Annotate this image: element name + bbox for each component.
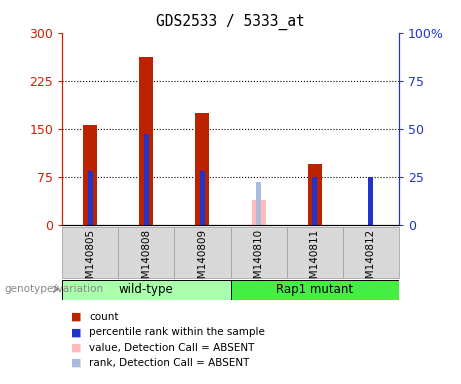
Bar xyxy=(139,57,154,225)
Bar xyxy=(313,177,317,225)
Text: GSM140812: GSM140812 xyxy=(366,229,376,292)
Text: ■: ■ xyxy=(71,312,82,322)
Bar xyxy=(83,126,97,225)
Text: GSM140811: GSM140811 xyxy=(310,229,319,292)
Bar xyxy=(307,164,322,225)
Text: GSM140809: GSM140809 xyxy=(197,229,207,292)
Bar xyxy=(200,171,205,225)
Bar xyxy=(118,227,174,278)
Bar xyxy=(62,280,230,300)
Bar xyxy=(230,227,287,278)
Bar xyxy=(144,134,148,225)
Bar xyxy=(88,171,93,225)
Text: ■: ■ xyxy=(71,327,82,337)
Text: GSM140808: GSM140808 xyxy=(142,229,151,292)
Text: GSM140805: GSM140805 xyxy=(85,229,95,292)
Text: count: count xyxy=(89,312,118,322)
Text: rank, Detection Call = ABSENT: rank, Detection Call = ABSENT xyxy=(89,358,249,368)
Text: ■: ■ xyxy=(71,358,82,368)
Text: value, Detection Call = ABSENT: value, Detection Call = ABSENT xyxy=(89,343,254,353)
Text: Rap1 mutant: Rap1 mutant xyxy=(276,283,353,296)
Bar xyxy=(368,177,373,225)
Text: GSM140810: GSM140810 xyxy=(254,229,264,292)
Bar xyxy=(174,227,230,278)
Text: ■: ■ xyxy=(71,343,82,353)
Bar xyxy=(287,227,343,278)
Text: genotype/variation: genotype/variation xyxy=(5,284,104,294)
Bar xyxy=(252,200,266,225)
Bar xyxy=(256,182,261,225)
Text: percentile rank within the sample: percentile rank within the sample xyxy=(89,327,265,337)
Text: GDS2533 / 5333_at: GDS2533 / 5333_at xyxy=(156,13,305,30)
Bar xyxy=(343,227,399,278)
Bar xyxy=(62,227,118,278)
Text: wild-type: wild-type xyxy=(119,283,174,296)
Bar xyxy=(230,280,399,300)
Bar xyxy=(195,113,209,225)
